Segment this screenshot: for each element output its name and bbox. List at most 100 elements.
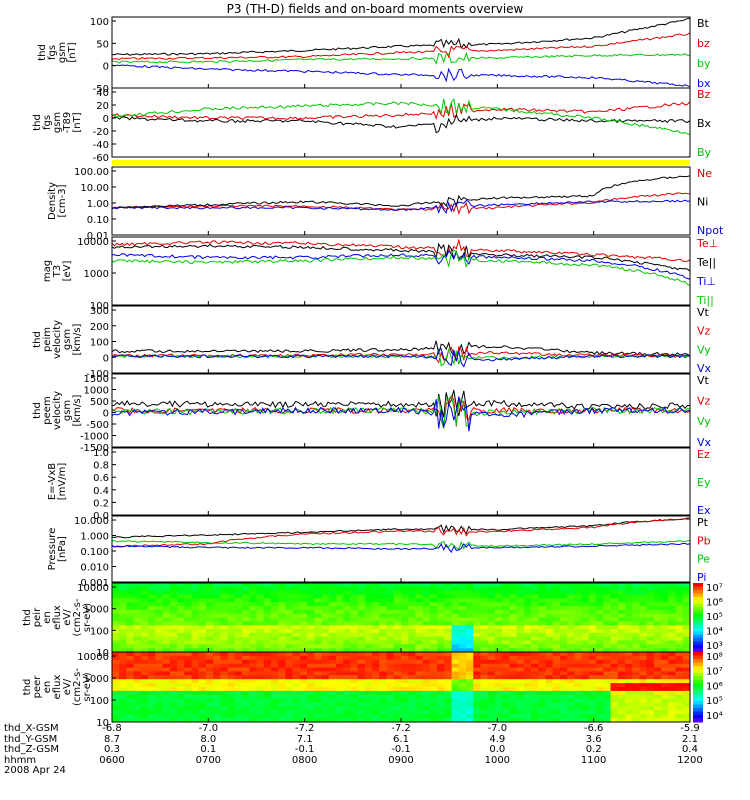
x-tick-value: 1200 xyxy=(677,754,703,766)
y-axis-label: E=-VxB xyxy=(47,463,58,500)
x-row-label: thd_Y-GSM xyxy=(4,733,58,745)
series-Vx xyxy=(111,347,691,368)
y-axis-label: thd xyxy=(22,609,33,626)
x-tick-value: 0800 xyxy=(291,754,318,766)
legend-pressure: Pe xyxy=(697,553,710,566)
series-Te|| xyxy=(111,242,691,272)
legend-fgs_gsm: by xyxy=(697,57,711,70)
y-axis-label: sr-eV) xyxy=(82,672,93,701)
y-tick-label: -100 xyxy=(86,369,109,380)
y-axis-label: gsm xyxy=(62,400,73,421)
x-tick-column: -7.2 7.1 -0.1 0800 xyxy=(275,723,335,766)
colorbar-tick-label: 10⁶ xyxy=(706,597,723,608)
quality-flag-bar xyxy=(112,160,690,165)
legend-pressure: Pi xyxy=(697,571,706,584)
y-axis-label: velocity xyxy=(52,320,63,359)
colorbar-tick-label: 10⁴ xyxy=(706,626,723,637)
y-axis-label: T3 xyxy=(52,265,63,278)
y-axis-label: thd xyxy=(37,44,48,61)
y-tick-label: 10 xyxy=(96,718,109,729)
legend-pressure: Pt xyxy=(697,516,709,529)
series-Vx xyxy=(111,396,691,432)
x-tick-value: -7.2 xyxy=(391,723,411,734)
x-tick-value: 1100 xyxy=(580,754,607,766)
y-axis-label: [cm-3] xyxy=(57,184,68,217)
y-tick-label: 1.00 xyxy=(87,199,109,210)
x-tick-value: -7.0 xyxy=(198,723,219,734)
series-Ne xyxy=(111,192,691,216)
y-tick-label: -20 xyxy=(93,127,109,138)
y-axis-label: -T89 xyxy=(62,112,73,134)
x-tick-value: -7.0 xyxy=(487,723,508,734)
y-axis-label: en xyxy=(42,681,53,694)
series-Vt xyxy=(111,340,691,357)
spectrogram-peir_spec xyxy=(112,583,691,653)
y-axis-label: mag xyxy=(42,260,53,282)
y-axis-label: [nT] xyxy=(72,112,83,132)
x-tick-value: -0.1 xyxy=(294,744,315,756)
x-tick-column: -6.6 3.6 0.2 1100 xyxy=(564,723,624,766)
y-axis-label: [mV/m] xyxy=(57,463,68,501)
y-axis-label: gsm xyxy=(57,42,68,63)
y-axis-label: gsm xyxy=(52,112,63,133)
series-bz xyxy=(111,32,691,61)
x-tick-value: 1000 xyxy=(484,754,511,766)
y-tick-label: 0 xyxy=(103,62,109,73)
y-tick-label: 20 xyxy=(96,101,109,112)
y-tick-label: 0.10 xyxy=(87,215,109,226)
chart-title: P3 (TH-D) fields and on-board moments ov… xyxy=(226,2,524,16)
y-tick-label: 0 xyxy=(103,114,109,125)
y-tick-label: 1000 xyxy=(84,386,109,397)
x-tick-value: 3.6 xyxy=(585,733,602,745)
legend-temp: Te⊥ xyxy=(696,237,718,250)
x-tick-value: 0700 xyxy=(195,754,222,766)
legend-efield: Ex xyxy=(697,504,711,517)
y-tick-label: 1000 xyxy=(84,269,109,280)
y-tick-label: 100.00 xyxy=(74,167,109,178)
y-tick-label: 1.000 xyxy=(80,532,109,543)
y-tick-label: 0.0 xyxy=(93,511,109,522)
legend-peem_v: Vz xyxy=(697,395,711,408)
y-axis-label: peir xyxy=(32,607,43,627)
x-tick-value: 0.2 xyxy=(585,744,602,756)
y-axis-label: (cm2-s- xyxy=(72,668,83,706)
x-tick-value: 0600 xyxy=(99,754,125,766)
legend-peim_v: Vy xyxy=(697,343,711,356)
date-label: 2008 Apr 24 xyxy=(4,765,66,777)
colorbar-tick-label: 10⁵ xyxy=(706,612,723,623)
series-Vy xyxy=(111,394,691,429)
x-tick-value: 8.7 xyxy=(104,733,120,745)
spectrogram-peer_spec xyxy=(112,652,691,723)
panel-frame-peim_v xyxy=(111,305,691,374)
legend-peem_v: Vt xyxy=(697,374,710,387)
x-tick-value: 8.0 xyxy=(200,733,217,745)
y-tick-label: 100 xyxy=(90,17,109,28)
y-tick-label: 0 xyxy=(103,409,109,420)
x-tick-value: 0900 xyxy=(388,754,414,766)
series-Ni xyxy=(111,175,691,209)
y-axis-label: [nT] xyxy=(67,42,78,62)
y-tick-label: 100 xyxy=(90,301,109,312)
y-tick-label: 300 xyxy=(90,306,109,317)
y-axis-label: eV/ xyxy=(62,678,73,695)
x-tick-column: -7.2 6.1 -0.1 0900 xyxy=(371,723,431,766)
y-axis-label: velocity xyxy=(52,391,63,430)
y-axis-label: peim xyxy=(42,327,53,352)
x-tick-column: -7.0 4.9 0.0 1000 xyxy=(467,723,527,766)
y-axis-label: en xyxy=(42,611,53,624)
y-axis-label: [nPa] xyxy=(57,536,68,562)
x-tick-value: -7.2 xyxy=(294,723,315,734)
colorbar-tick-label: 10³ xyxy=(706,641,723,652)
legend-peim_v: Vx xyxy=(697,362,712,375)
colorbar-tick-label: 10⁷ xyxy=(706,583,723,594)
y-axis-label: thd xyxy=(32,114,43,131)
y-tick-label: 200 xyxy=(90,322,109,333)
panel-frame-fgs_dsl xyxy=(111,87,691,158)
y-axis-label: gsm xyxy=(62,329,73,350)
y-axis-label: eV/ xyxy=(62,609,73,626)
series-Te⊥ xyxy=(111,238,691,263)
y-tick-label: 1.0 xyxy=(93,448,109,459)
y-axis-label: [km/s] xyxy=(72,323,83,355)
x-row-label: hhmm xyxy=(4,754,37,766)
